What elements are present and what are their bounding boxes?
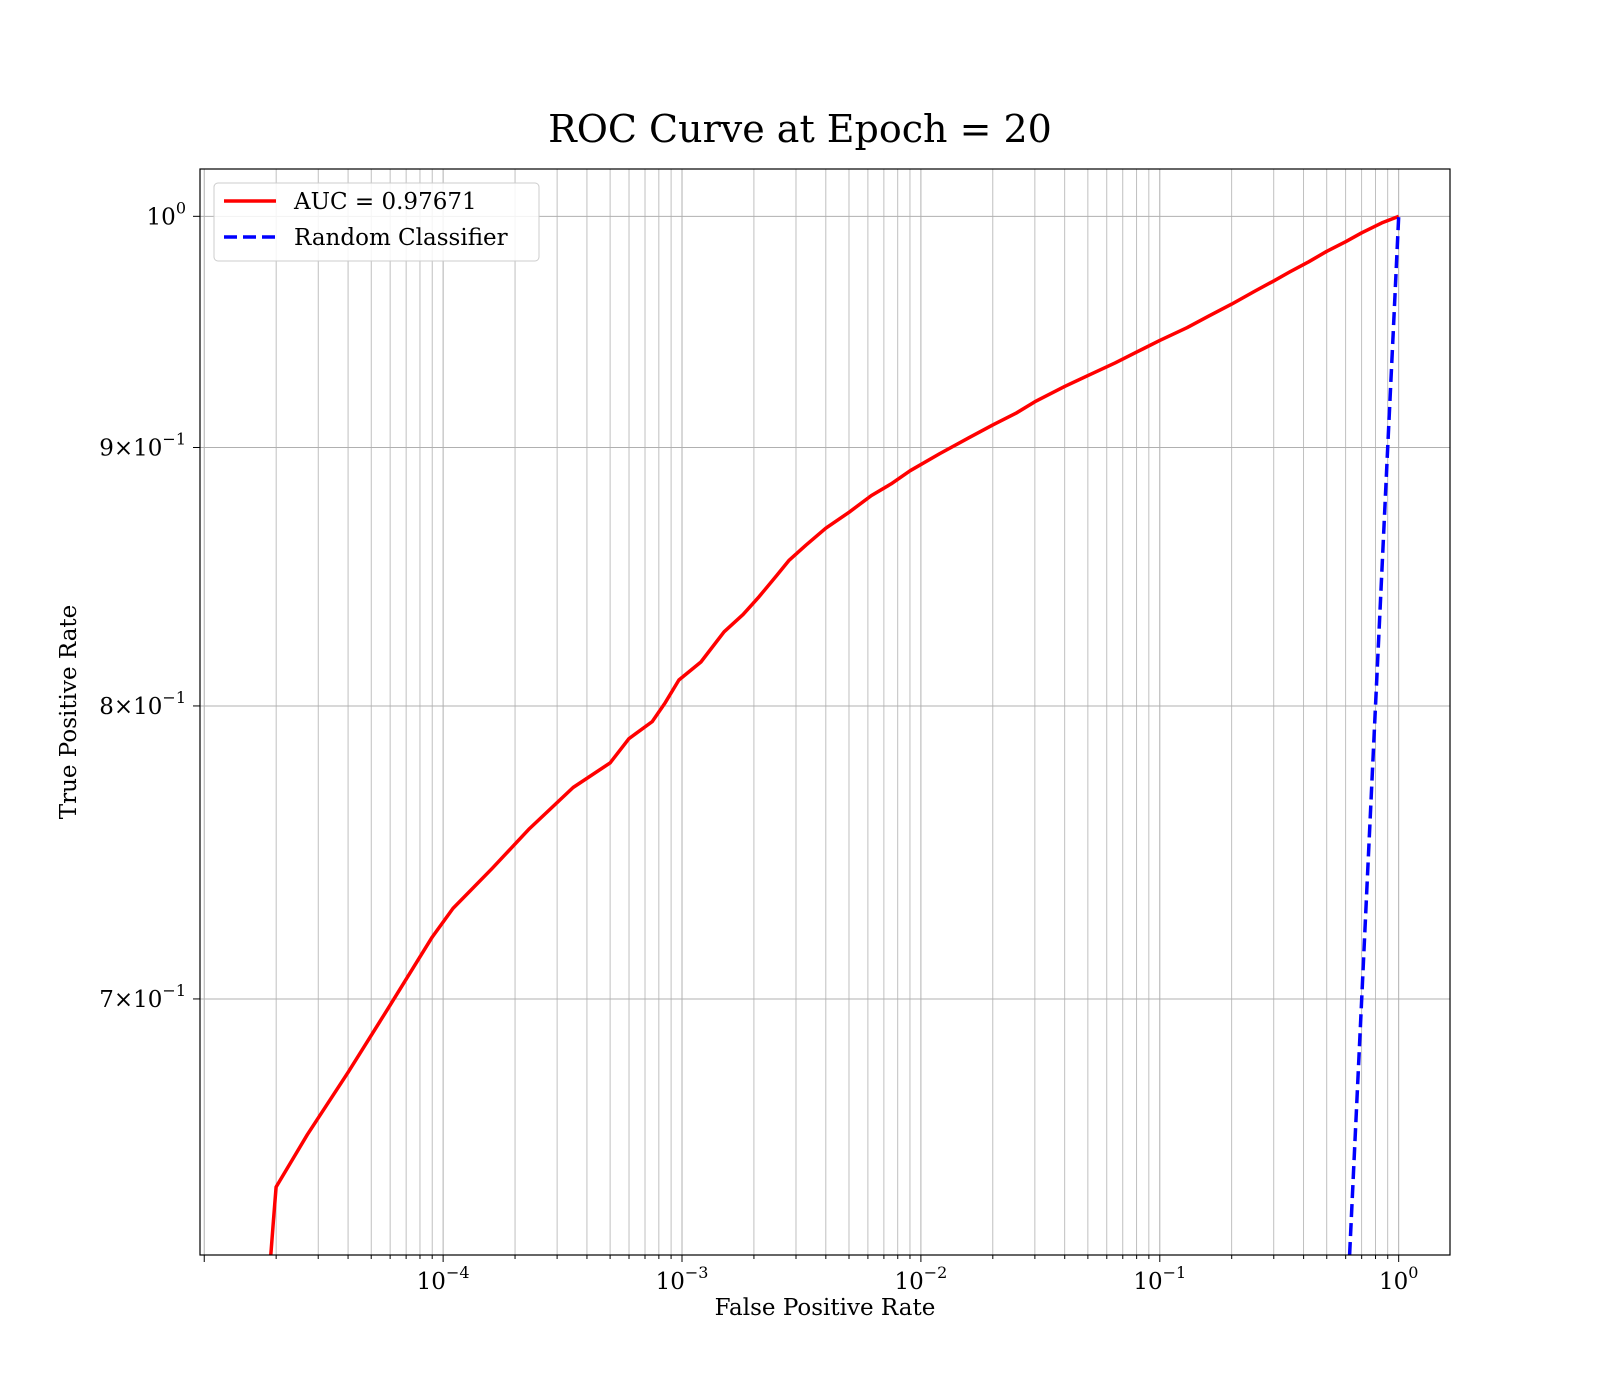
x-tick-label: 100 [1379, 1263, 1418, 1295]
plot-area [200, 169, 1450, 1255]
x-tick-label-exponent: −4 [446, 1263, 470, 1282]
x-tick-label: 10−3 [656, 1263, 709, 1295]
legend-label-auc: AUC = 0.97671 [293, 189, 477, 215]
plot-frame [199, 168, 1451, 1256]
y-tick-label-base: 8×10 [99, 694, 162, 720]
x-tick-label: 10−1 [1133, 1263, 1186, 1295]
chart-title: ROC Curve at Epoch = 20 [548, 107, 1052, 151]
y-tick-label: 8×10−1 [99, 688, 186, 720]
y-tick-label: 100 [147, 198, 186, 230]
legend-box [213, 182, 540, 262]
y-tick-label-exponent: −1 [162, 430, 186, 449]
x-tick-label-exponent: −3 [685, 1263, 709, 1282]
y-tick-label: 7×10−1 [99, 981, 186, 1013]
x-tick-label-base: 10 [417, 1269, 446, 1295]
legend: AUC = 0.97671 Random Classifier [213, 182, 540, 262]
y-tick-label-base: 7×10 [99, 987, 162, 1013]
x-tick-label-exponent: −2 [924, 1263, 948, 1282]
series-layer [269, 214, 1401, 1255]
y-tick-label-base: 9×10 [99, 436, 162, 462]
x-tick-label: 10−4 [417, 1263, 470, 1295]
x-tick-label-exponent: −1 [1163, 1263, 1187, 1282]
y-tick-label-exponent: −1 [162, 688, 186, 707]
y-axis-label: True Positive Rate [56, 605, 82, 820]
y-tick-label-base: 10 [147, 204, 176, 230]
roc-curve-line [269, 214, 1400, 1255]
x-tick-label-base: 10 [656, 1269, 685, 1295]
x-tick-label-exponent: 0 [1408, 1263, 1418, 1282]
x-tick-label: 10−2 [894, 1263, 947, 1295]
y-tick-label: 9×10−1 [99, 430, 186, 462]
legend-label-random-classifier: Random Classifier [294, 225, 508, 251]
y-tick-label-exponent: 0 [176, 198, 186, 217]
x-axis-label: False Positive Rate [715, 1295, 936, 1321]
y-tick-label-exponent: −1 [162, 981, 186, 1000]
x-tick-label-base: 10 [1379, 1269, 1408, 1295]
x-tick-label-base: 10 [1133, 1269, 1162, 1295]
grid-lines [200, 169, 1450, 1255]
x-tick-label-base: 10 [894, 1269, 923, 1295]
